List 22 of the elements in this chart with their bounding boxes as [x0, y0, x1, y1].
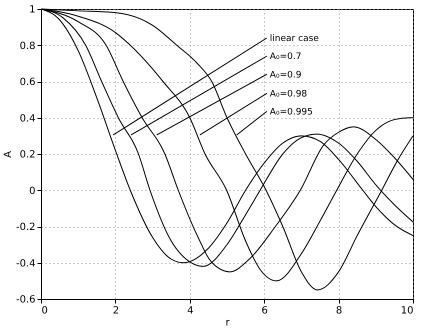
- y-tick-label: 0: [29, 186, 36, 197]
- y-tick-label: -0.4: [16, 258, 36, 270]
- x-tick-label: 10: [400, 306, 414, 316]
- annotation: A₀=0.995: [270, 107, 313, 118]
- x-tick-label: 6: [262, 306, 268, 316]
- y-tick-label: 0.8: [20, 40, 36, 52]
- y-tick-label: -0.6: [16, 294, 36, 306]
- y-tick-label: -0.2: [16, 222, 36, 233]
- y-tick-label: 0.6: [20, 77, 36, 88]
- x-tick-label: 0: [42, 306, 48, 316]
- x-tick-label: 4: [187, 306, 194, 316]
- annotation: A₀=0.9: [270, 70, 302, 80]
- y-tick-label: 1: [29, 4, 36, 16]
- y-axis-title: A: [2, 150, 14, 158]
- x-tick-label: 2: [112, 306, 120, 316]
- annotation: linear case: [270, 34, 320, 44]
- annotation: A₀=0.98: [270, 89, 308, 100]
- annotation: A₀=0.7: [270, 52, 302, 62]
- x-axis-title: r: [225, 318, 230, 328]
- x-tick-label: 8: [336, 306, 342, 316]
- y-tick-label: 0.4: [20, 113, 36, 124]
- y-tick-label: 0.2: [20, 150, 36, 160]
